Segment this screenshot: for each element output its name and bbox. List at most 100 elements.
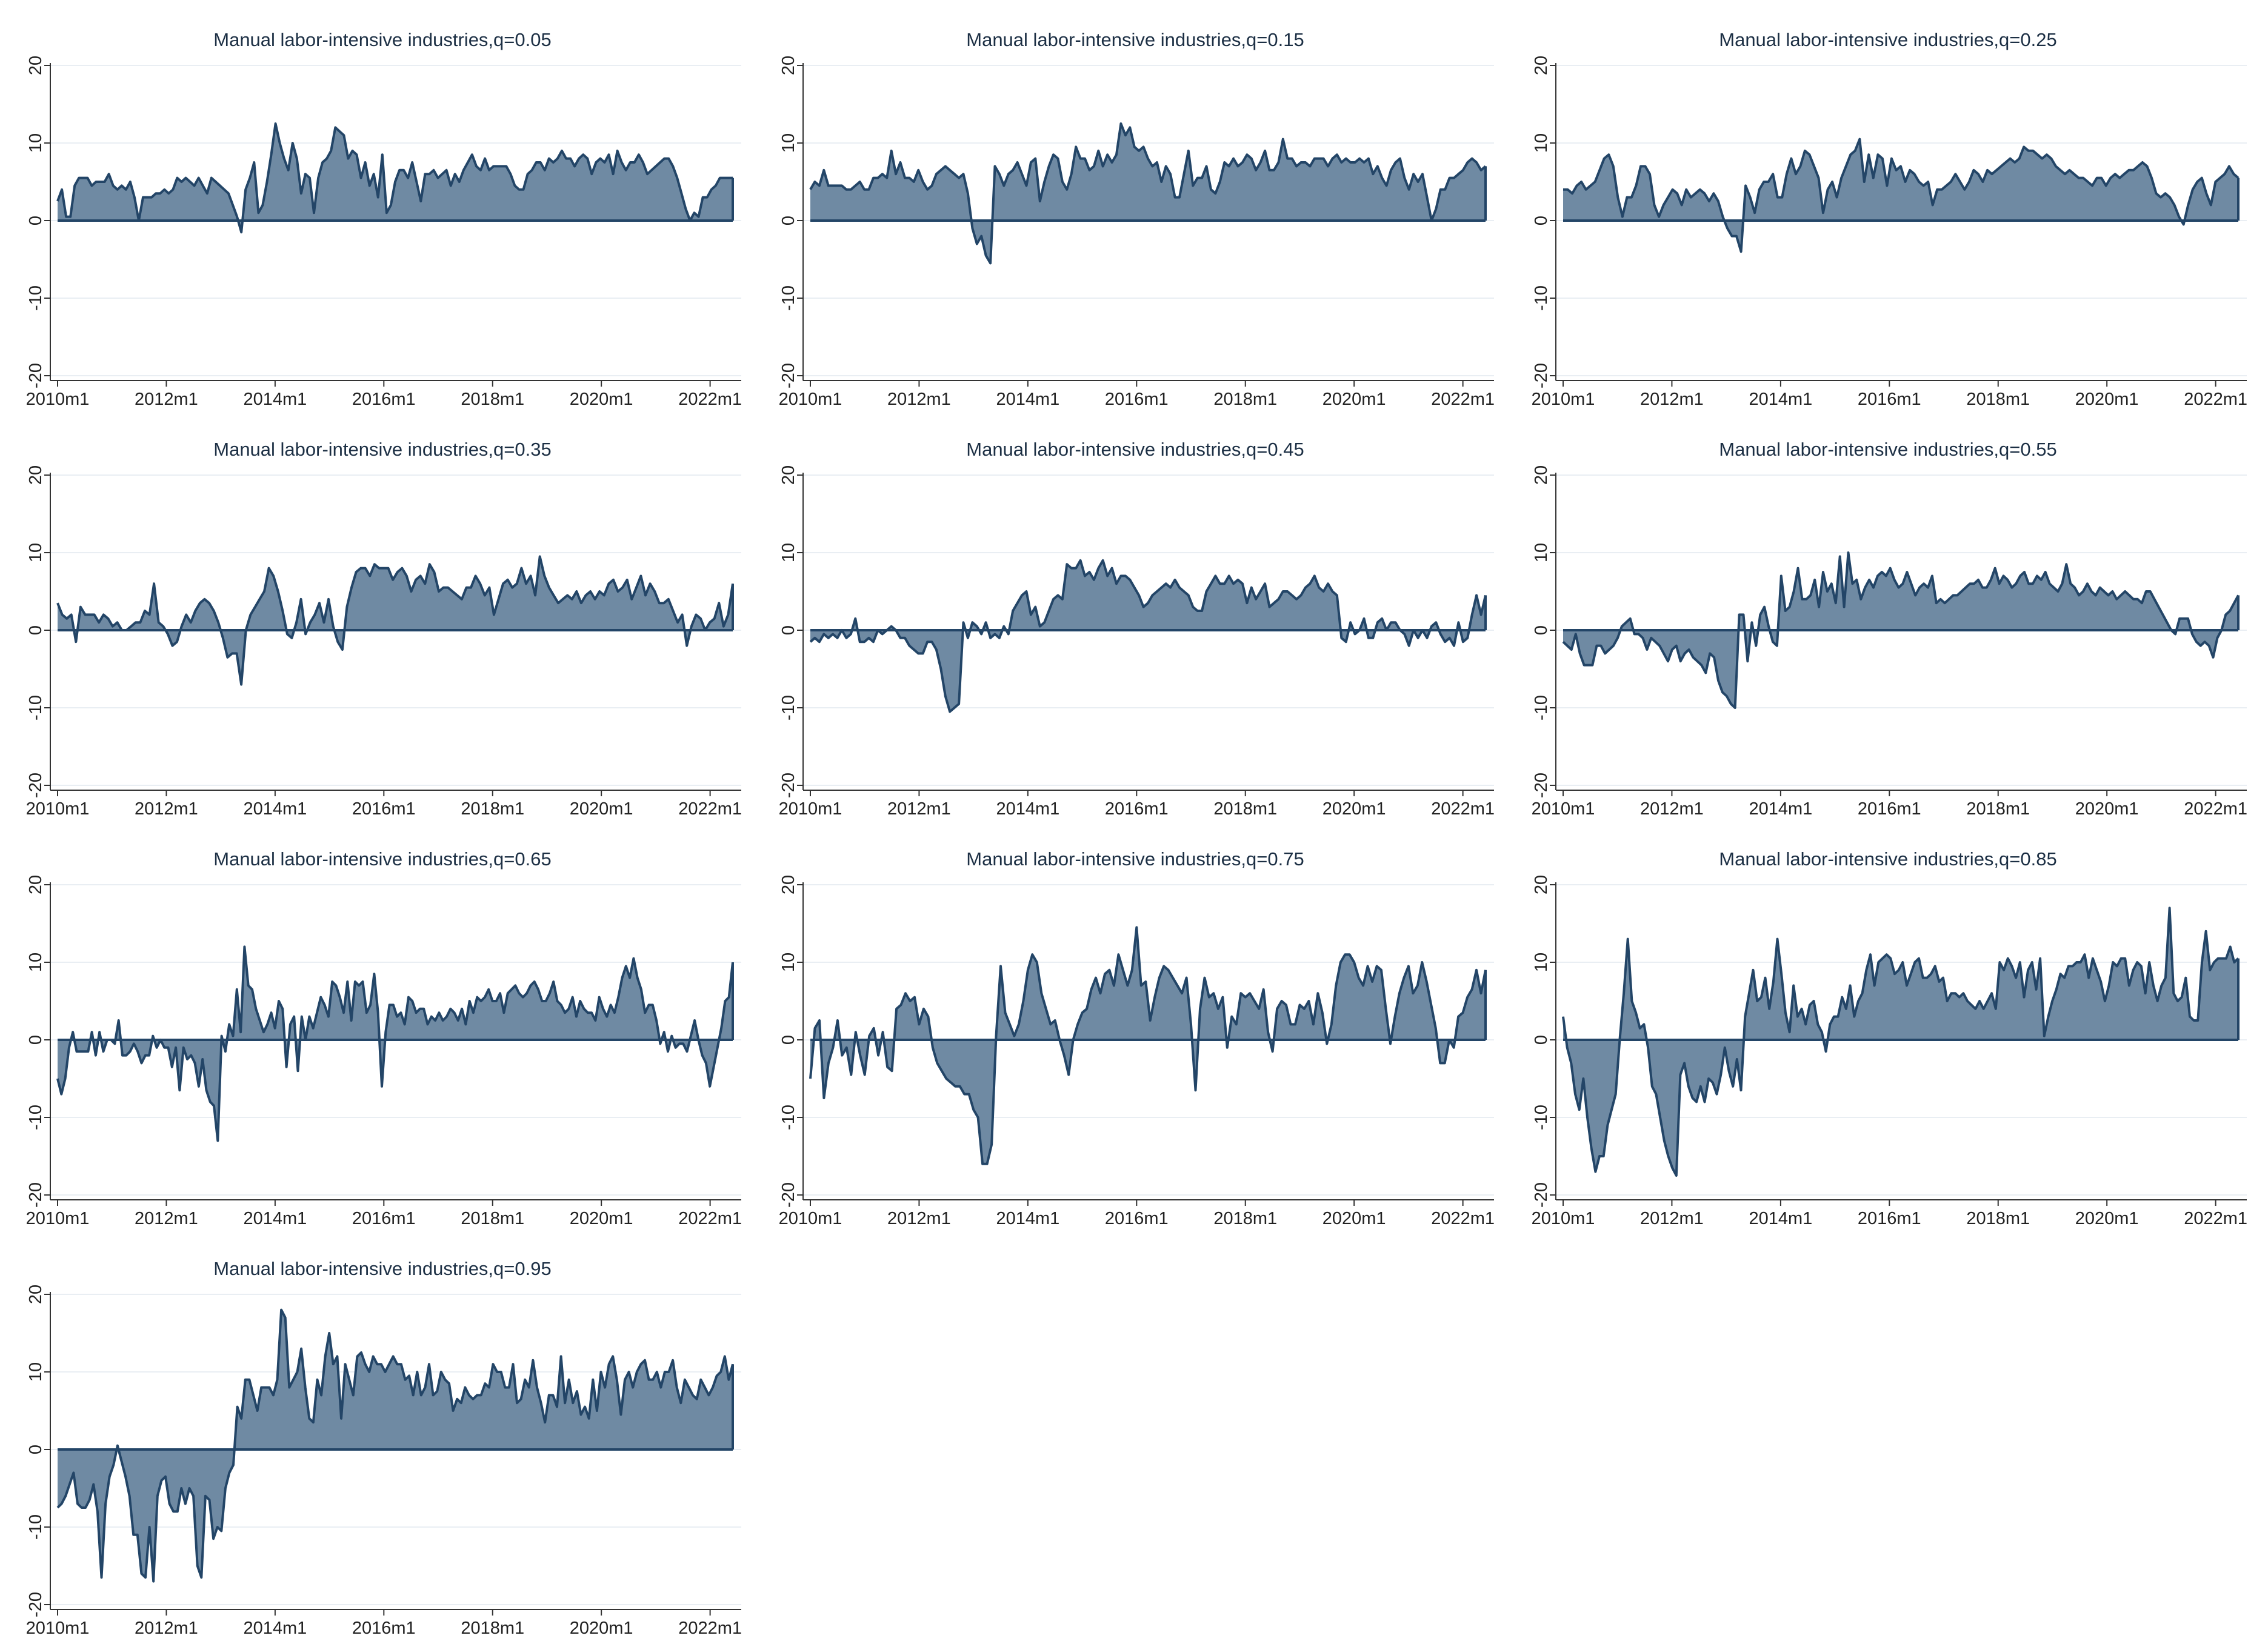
y-tick-label: -20 bbox=[26, 1182, 45, 1208]
x-tick-label: 2010m1 bbox=[26, 799, 90, 819]
x-tick-label: 2020m1 bbox=[1322, 390, 1386, 409]
chart-panel: Manual labor-intensive industries,q=0.65… bbox=[26, 848, 742, 1228]
x-tick-label: 2022m1 bbox=[1431, 799, 1495, 819]
x-tick-label: 2010m1 bbox=[1532, 1209, 1595, 1228]
series-line bbox=[1562, 551, 2240, 709]
x-tick-label: 2016m1 bbox=[352, 390, 416, 409]
y-tick-label: -10 bbox=[1532, 695, 1551, 720]
x-tick-label: 2022m1 bbox=[678, 1209, 742, 1228]
x-tick-label: 2022m1 bbox=[1431, 1209, 1495, 1228]
series-line bbox=[809, 122, 1487, 265]
x-tick-label: 2016m1 bbox=[1105, 799, 1169, 819]
y-tick-label: -20 bbox=[1532, 363, 1551, 388]
y-tick-label: 10 bbox=[779, 133, 798, 153]
y-tick-label: 0 bbox=[26, 216, 45, 225]
y-tick-label: 0 bbox=[1532, 1035, 1551, 1045]
y-tick-label: 20 bbox=[779, 465, 798, 485]
x-tick-label: 2022m1 bbox=[1431, 390, 1495, 409]
x-tick-label: 2020m1 bbox=[570, 799, 633, 819]
panel-title: Manual labor-intensive industries,q=0.95 bbox=[213, 1258, 551, 1279]
area-series bbox=[1563, 139, 2238, 252]
y-tick-label: -20 bbox=[1532, 773, 1551, 798]
x-tick-label: 2014m1 bbox=[243, 1209, 307, 1228]
y-tick-label: 10 bbox=[779, 953, 798, 972]
series-line bbox=[1563, 138, 2240, 253]
x-tick-label: 2018m1 bbox=[461, 1619, 524, 1638]
y-tick-label: 0 bbox=[1532, 216, 1551, 225]
chart-panel: Manual labor-intensive industries,q=0.35… bbox=[26, 439, 742, 819]
panel-title: Manual labor-intensive industries,q=0.75 bbox=[966, 848, 1304, 870]
y-tick-label: 10 bbox=[26, 953, 45, 972]
y-tick-label: 10 bbox=[26, 133, 45, 153]
x-tick-label: 2020m1 bbox=[2075, 390, 2139, 409]
area-series bbox=[58, 947, 733, 1141]
y-tick-label: 10 bbox=[26, 543, 45, 562]
y-tick-label: 10 bbox=[1532, 133, 1551, 153]
x-tick-label: 2010m1 bbox=[26, 1619, 90, 1638]
y-tick-label: -10 bbox=[26, 695, 45, 720]
panel-title: Manual labor-intensive industries,q=0.15 bbox=[966, 29, 1304, 50]
series-line bbox=[56, 1308, 734, 1583]
y-tick-label: -10 bbox=[779, 285, 798, 311]
x-tick-label: 2010m1 bbox=[779, 799, 842, 819]
x-tick-label: 2014m1 bbox=[996, 390, 1059, 409]
x-tick-label: 2016m1 bbox=[352, 1209, 416, 1228]
y-tick-label: 0 bbox=[1532, 625, 1551, 635]
y-tick-label: 20 bbox=[779, 56, 798, 75]
chart-panel: Manual labor-intensive industries,q=0.55… bbox=[1532, 439, 2247, 819]
x-tick-label: 2018m1 bbox=[1213, 1209, 1277, 1228]
y-tick-label: -10 bbox=[779, 1105, 798, 1130]
y-tick-label: 10 bbox=[779, 543, 798, 562]
chart-panel: Manual labor-intensive industries,q=0.95… bbox=[26, 1258, 742, 1638]
series-line bbox=[56, 555, 734, 686]
x-tick-label: 2018m1 bbox=[461, 799, 524, 819]
y-tick-label: 20 bbox=[26, 1285, 45, 1304]
area-series bbox=[1563, 908, 2238, 1176]
panel-title: Manual labor-intensive industries,q=0.65 bbox=[213, 848, 551, 870]
series-line bbox=[1562, 907, 2240, 1177]
x-tick-label: 2010m1 bbox=[1532, 390, 1595, 409]
x-tick-label: 2012m1 bbox=[887, 390, 951, 409]
y-tick-label: -10 bbox=[1532, 285, 1551, 311]
y-tick-label: 20 bbox=[1532, 875, 1551, 894]
area-series bbox=[810, 927, 1486, 1164]
x-tick-label: 2012m1 bbox=[887, 799, 951, 819]
area-series bbox=[58, 1310, 733, 1582]
x-tick-label: 2014m1 bbox=[243, 390, 307, 409]
x-tick-label: 2018m1 bbox=[1213, 799, 1277, 819]
panel-title: Manual labor-intensive industries,q=0.05 bbox=[213, 29, 551, 50]
y-tick-label: -20 bbox=[26, 1592, 45, 1617]
x-tick-label: 2012m1 bbox=[135, 390, 198, 409]
y-tick-label: 0 bbox=[779, 1035, 798, 1045]
x-tick-label: 2016m1 bbox=[1858, 1209, 1921, 1228]
panel-title: Manual labor-intensive industries,q=0.35 bbox=[213, 439, 551, 460]
y-tick-label: -10 bbox=[1532, 1105, 1551, 1130]
y-tick-label: 0 bbox=[26, 1035, 45, 1045]
y-tick-label: -10 bbox=[26, 285, 45, 311]
x-tick-label: 2016m1 bbox=[352, 1619, 416, 1638]
chart-panel: Manual labor-intensive industries,q=0.05… bbox=[26, 29, 742, 409]
x-tick-label: 2014m1 bbox=[1749, 1209, 1812, 1228]
series-line bbox=[809, 926, 1487, 1165]
x-tick-label: 2014m1 bbox=[996, 799, 1059, 819]
y-tick-label: -20 bbox=[26, 773, 45, 798]
x-tick-label: 2012m1 bbox=[887, 1209, 951, 1228]
y-tick-label: 0 bbox=[26, 1445, 45, 1454]
y-tick-label: 0 bbox=[779, 625, 798, 635]
x-tick-label: 2014m1 bbox=[1749, 799, 1812, 819]
y-tick-label: 20 bbox=[1532, 465, 1551, 485]
x-tick-label: 2012m1 bbox=[135, 799, 198, 819]
area-series bbox=[58, 124, 733, 233]
x-tick-label: 2014m1 bbox=[996, 1209, 1059, 1228]
y-tick-label: 0 bbox=[779, 216, 798, 225]
y-tick-label: -20 bbox=[779, 363, 798, 388]
y-tick-label: 10 bbox=[1532, 953, 1551, 972]
x-tick-label: 2010m1 bbox=[26, 390, 90, 409]
x-tick-label: 2018m1 bbox=[461, 390, 524, 409]
panel-title: Manual labor-intensive industries,q=0.85 bbox=[1719, 848, 2056, 870]
chart-panel: Manual labor-intensive industries,q=0.15… bbox=[779, 29, 1495, 409]
x-tick-label: 2022m1 bbox=[2184, 1209, 2247, 1228]
y-tick-label: -20 bbox=[779, 1182, 798, 1208]
x-tick-label: 2020m1 bbox=[1322, 799, 1386, 819]
y-tick-label: 20 bbox=[1532, 56, 1551, 75]
